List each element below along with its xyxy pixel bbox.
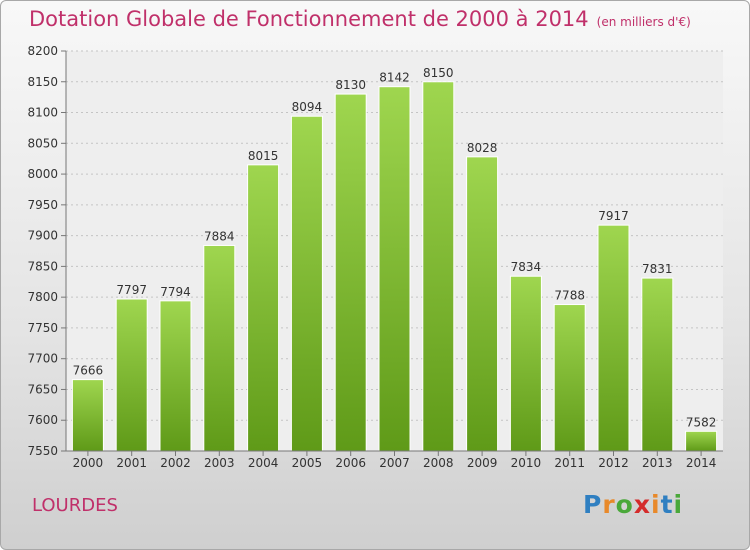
bar <box>422 81 455 452</box>
proxiti-logo: Proxiti <box>583 490 683 519</box>
x-tick-label: 2003 <box>204 456 235 470</box>
logo-letter: r <box>602 490 616 519</box>
x-tick-label: 2000 <box>73 456 104 470</box>
logo-letter: P <box>583 490 603 519</box>
x-tick-label: 2007 <box>379 456 410 470</box>
data-label: 7666 <box>73 364 104 378</box>
y-tick-label: 7700 <box>27 352 58 366</box>
data-label: 7788 <box>554 289 585 303</box>
x-tick-label: 2009 <box>467 456 498 470</box>
x-tick-label: 2011 <box>554 456 585 470</box>
bar <box>553 304 586 452</box>
bar <box>247 164 280 452</box>
bar <box>685 430 718 452</box>
chart-title: Dotation Globale de Fonctionnement de 20… <box>29 7 691 31</box>
data-label: 7917 <box>598 209 629 223</box>
data-label: 7797 <box>116 283 147 297</box>
bar <box>334 93 367 452</box>
x-tick-label: 2014 <box>686 456 717 470</box>
data-label: 7884 <box>204 229 235 243</box>
y-tick-label: 7800 <box>27 290 58 304</box>
bar <box>71 379 104 452</box>
bar <box>290 115 323 452</box>
data-label: 8142 <box>379 71 410 85</box>
data-label: 8130 <box>335 78 366 92</box>
y-tick-label: 8200 <box>27 44 58 58</box>
y-tick-label: 7650 <box>27 382 58 396</box>
x-axis: 2000 2001 2002 2003 2004 2005 2006 2007 2008 2009… <box>66 450 723 470</box>
x-tick-label: 2005 <box>292 456 323 470</box>
y-tick-label: 7850 <box>27 259 58 273</box>
y-tick-label: 7950 <box>27 198 58 212</box>
data-label: 7831 <box>642 262 673 276</box>
x-tick-label: 2001 <box>116 456 147 470</box>
x-tick-label: 2013 <box>642 456 673 470</box>
x-tick-label: 2004 <box>248 456 279 470</box>
logo-letter: i <box>673 490 684 519</box>
logo-letter: t <box>660 490 674 519</box>
commune-name: LOURDES <box>32 495 118 516</box>
y-tick-label: 7900 <box>27 229 58 243</box>
bar <box>203 244 236 452</box>
logo-letter: x <box>633 490 651 519</box>
x-tick-label: 2012 <box>598 456 629 470</box>
logo-letter: i <box>651 490 661 519</box>
unit-text: (en milliers d'€) <box>596 15 691 29</box>
data-label: 8015 <box>248 149 279 163</box>
x-tick-label: 2002 <box>160 456 191 470</box>
x-tick-label: 2010 <box>511 456 542 470</box>
y-tick-label: 7600 <box>27 413 58 427</box>
bar <box>597 224 630 452</box>
logo-letter: o <box>615 490 634 519</box>
data-label: 8028 <box>467 141 498 155</box>
y-axis: 7550 7600 7650 7700 7750 7800 7850 7900 7950 8000… <box>27 44 67 458</box>
y-tick-label: 8000 <box>27 167 58 181</box>
bar <box>378 86 411 452</box>
data-label: 8094 <box>292 100 323 114</box>
bar <box>641 277 674 452</box>
y-tick-label: 7550 <box>27 444 58 458</box>
x-tick-label: 2008 <box>423 456 454 470</box>
bars: 7666 7797 7794 7884 8015 8094 8130 8142 8150 8028… <box>71 66 718 452</box>
y-tick-label: 7750 <box>27 321 58 335</box>
bar <box>115 298 148 452</box>
y-tick-label: 8100 <box>27 106 58 120</box>
data-label: 7834 <box>511 260 542 274</box>
data-label: 7794 <box>160 285 191 299</box>
bar <box>159 300 192 452</box>
x-tick-label: 2006 <box>335 456 366 470</box>
data-label: 7582 <box>686 415 717 429</box>
data-label: 8150 <box>423 66 454 80</box>
y-tick-label: 8150 <box>27 75 58 89</box>
bar <box>509 275 542 452</box>
y-tick-label: 8050 <box>27 136 58 150</box>
bar <box>466 156 499 452</box>
title-text: Dotation Globale de Fonctionnement de 20… <box>29 7 589 31</box>
